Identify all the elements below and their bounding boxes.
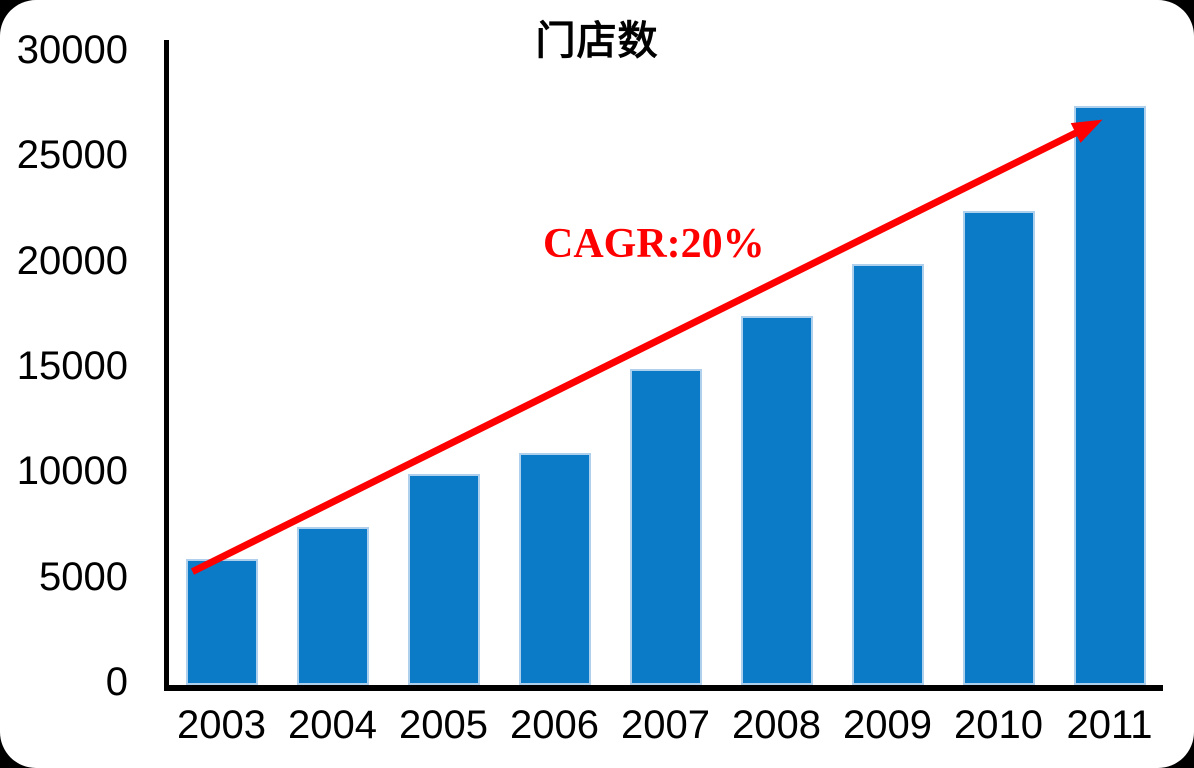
bar-2009: [851, 263, 924, 685]
y-axis-line: [164, 40, 169, 691]
x-tick-label: 2005: [399, 703, 488, 747]
x-tick-label: 2006: [510, 703, 599, 747]
bar-2004: [296, 527, 369, 685]
y-tick-label: 25000: [16, 133, 128, 178]
bar-2007: [629, 369, 702, 685]
x-tick-label: 2004: [288, 703, 377, 747]
y-tick-label: 20000: [16, 238, 128, 283]
bar-2008: [740, 316, 813, 685]
y-tick-label: 0: [105, 660, 128, 704]
y-tick-label: 30000: [16, 28, 128, 72]
x-tick-label: 2008: [732, 703, 821, 747]
x-tick-label: 2009: [843, 703, 932, 747]
cagr-annotation: CAGR:20%: [543, 221, 765, 267]
x-tick-label: 2007: [621, 703, 710, 747]
bar-2003: [185, 558, 258, 685]
x-tick-label: 2011: [1066, 703, 1153, 747]
y-tick-label: 15000: [16, 344, 128, 388]
chart-title: 门店数: [535, 19, 659, 63]
y-tick-label: 5000: [39, 554, 128, 599]
x-axis-line: [164, 685, 1163, 691]
bar-2006: [518, 453, 591, 685]
bar-2005: [407, 474, 480, 685]
bar-2011: [1073, 105, 1146, 685]
y-tick-label: 10000: [16, 449, 128, 494]
bar-2010: [962, 211, 1035, 685]
x-tick-label: 2003: [177, 703, 266, 747]
x-tick-label: 2010: [954, 703, 1043, 747]
